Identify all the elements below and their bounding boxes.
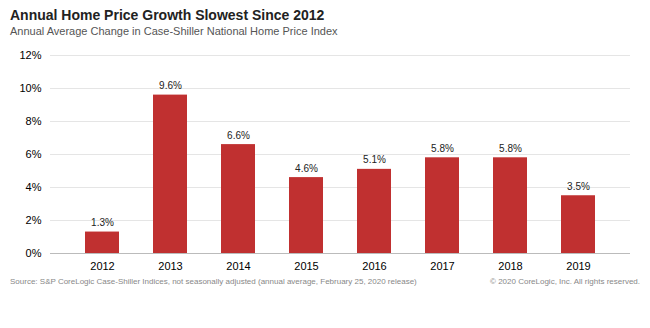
svg-text:2019: 2019: [566, 260, 590, 272]
svg-text:6.6%: 6.6%: [227, 130, 250, 141]
svg-text:8%: 8%: [26, 115, 42, 127]
svg-text:2016: 2016: [362, 260, 386, 272]
svg-text:3.5%: 3.5%: [567, 181, 590, 192]
html-text:Annual Average Change in Case-: Annual Average Change in Case-Shiller Na…: [10, 25, 338, 37]
svg-text:2013: 2013: [158, 260, 182, 272]
svg-text:2015: 2015: [294, 260, 318, 272]
html-text:Annual Home Price Growth Slowe: Annual Home Price Growth Slowest Since 2…: [10, 7, 325, 23]
html-text:© 2020 CoreLogic, Inc. All rig: © 2020 CoreLogic, Inc. All rights reserv…: [490, 277, 640, 286]
svg-text:2018: 2018: [498, 260, 522, 272]
svg-text:0%: 0%: [26, 247, 42, 259]
svg-text:10%: 10%: [19, 82, 41, 94]
svg-text:2014: 2014: [226, 260, 250, 272]
svg-text:12%: 12%: [19, 49, 41, 61]
svg-text:2017: 2017: [430, 260, 454, 272]
svg-text:5.8%: 5.8%: [431, 143, 454, 154]
svg-text:5.1%: 5.1%: [363, 154, 386, 165]
svg-text:9.6%: 9.6%: [159, 80, 182, 91]
svg-text:2%: 2%: [26, 214, 42, 226]
svg-text:1.3%: 1.3%: [91, 217, 114, 228]
svg-text:4%: 4%: [26, 181, 42, 193]
svg-text:2012: 2012: [90, 260, 114, 272]
html-text:Source: S&P CoreLogic Case-Shi: Source: S&P CoreLogic Case-Shiller Indic…: [10, 277, 417, 286]
svg-text:5.8%: 5.8%: [499, 143, 522, 154]
svg-text:4.6%: 4.6%: [295, 163, 318, 174]
svg-text:6%: 6%: [26, 148, 42, 160]
